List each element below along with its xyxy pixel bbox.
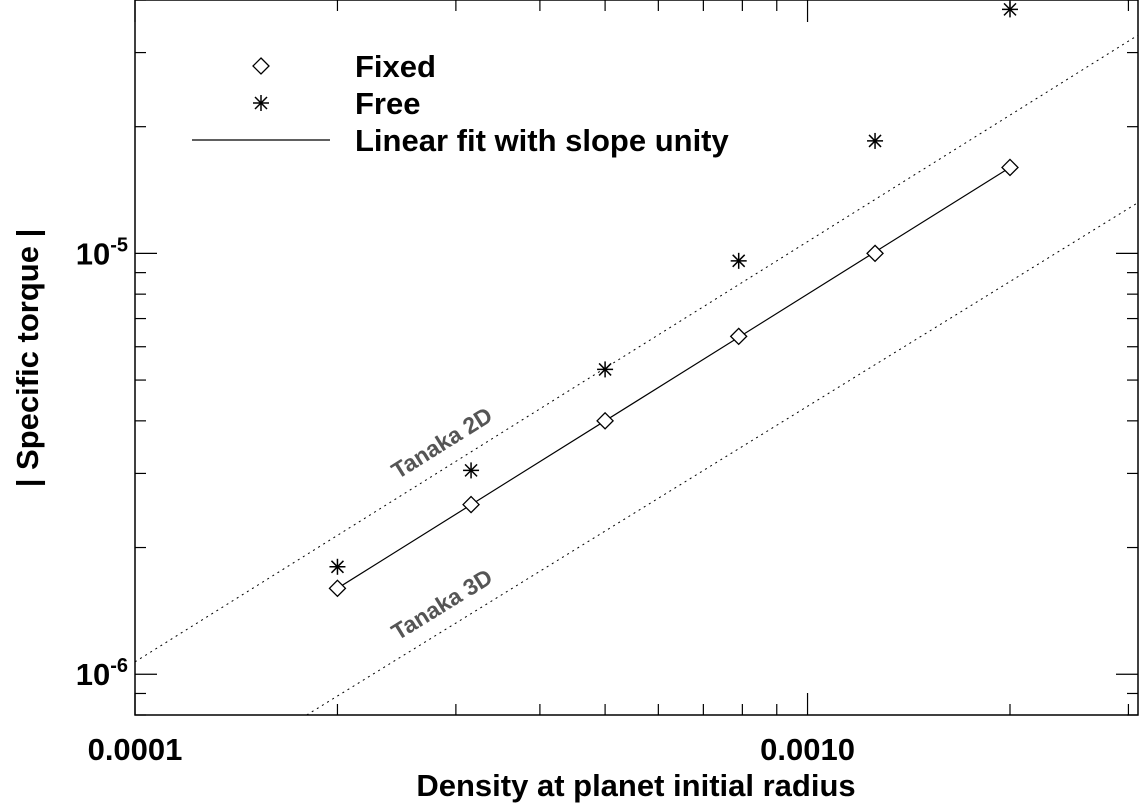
legend-symbol-fixed	[252, 57, 270, 75]
point-fixed	[462, 495, 480, 514]
asterisk-stroke	[868, 134, 882, 148]
x-tick-label: 0.0001	[88, 732, 183, 767]
asterisk-stroke	[598, 362, 612, 376]
reference-line-label: Tanaka 3D	[387, 564, 497, 646]
point-free	[1001, 1, 1018, 18]
point-free	[463, 462, 480, 479]
reference-lines	[135, 34, 1138, 715]
point-fixed	[729, 327, 748, 346]
legend-label: Fixed	[355, 49, 436, 84]
y-tick-label: 10-6	[76, 655, 128, 692]
point-fixed	[866, 244, 884, 263]
asterisk-stroke	[732, 254, 746, 268]
point-fixed	[328, 579, 347, 598]
point-fixed	[1001, 158, 1019, 177]
point-fixed	[596, 411, 615, 430]
plot-frame	[134, 0, 1139, 716]
reference-line-label: Tanaka 2D	[387, 402, 497, 484]
axis-ticks	[134, 0, 1138, 716]
y-tick-labels: 10-6 10-5	[76, 234, 128, 692]
asterisk-stroke	[464, 463, 478, 477]
data-points	[328, 1, 1019, 598]
x-tick-label: 0.0010	[760, 732, 855, 767]
reference-line	[306, 202, 1138, 715]
point-free	[329, 558, 346, 575]
asterisk-stroke	[254, 96, 268, 110]
y-tick-label: 10-5	[76, 234, 128, 271]
point-free	[730, 252, 747, 269]
fit-line-segment	[337, 166, 1011, 589]
reference-line	[135, 34, 1138, 663]
asterisk-stroke	[330, 560, 344, 574]
fit-line	[337, 166, 1011, 589]
y-axis-title: | Specific torque |	[10, 229, 45, 488]
point-free	[867, 132, 884, 149]
asterisk-stroke	[1003, 2, 1017, 16]
legend-label: Free	[355, 86, 420, 121]
x-tick-labels: 0.0001 0.0010	[88, 732, 855, 767]
legend-symbol-free	[253, 95, 269, 111]
x-axis-title: Density at planet initial radius	[416, 768, 855, 803]
point-free	[597, 361, 614, 378]
legend-label: Linear fit with slope unity	[355, 123, 730, 158]
